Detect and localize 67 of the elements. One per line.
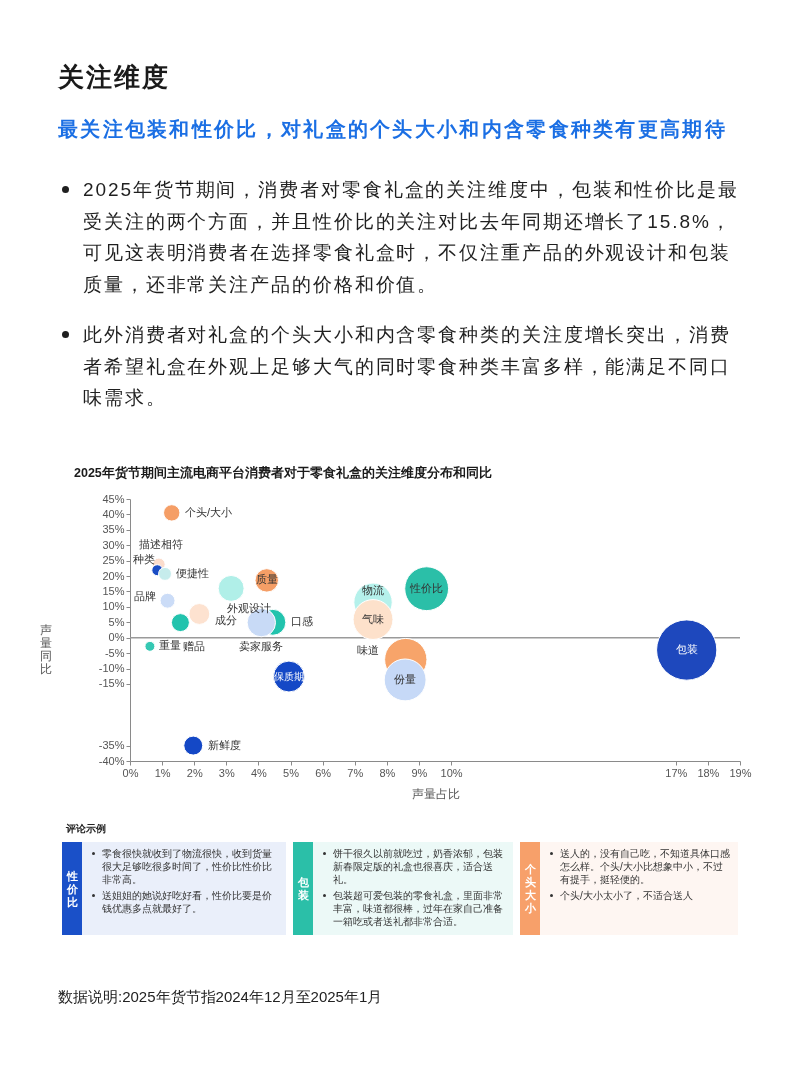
y-tick-label: 20% bbox=[102, 569, 125, 582]
series-label: 描述相符 bbox=[138, 538, 183, 551]
x-tick-label: 6% bbox=[315, 766, 332, 779]
series-label: 口感 bbox=[291, 615, 314, 628]
text: 关注维度 bbox=[58, 61, 170, 94]
series-label: 卖家服务 bbox=[239, 639, 284, 652]
x-tick-label: 0% bbox=[122, 766, 139, 779]
series-label: 保质期 bbox=[273, 670, 304, 682]
y-tick-label: 0% bbox=[108, 631, 125, 644]
y-tick-label: 35% bbox=[102, 523, 125, 536]
text: 2025年货节期间，消费者对零食礼盒的关注维度中，包装和性价比是最受关注的两个方面，并且性价比的关注对比去年同期还增长了15.8%，可见这表明消费者在选择零食礼盒时，不仅注重产品的外观设计和包装质量，还非常关注产品的价格和价值。 bbox=[83, 178, 740, 297]
series-label: 品牌 bbox=[134, 589, 157, 602]
x-axis-title: 声量占比 bbox=[411, 787, 460, 800]
x-tick-label: 1% bbox=[154, 766, 171, 779]
series-label: 包装 bbox=[675, 643, 698, 656]
text: 评论示例 bbox=[66, 822, 107, 836]
series-label: 成分 bbox=[215, 614, 238, 627]
x-tick-label: 10% bbox=[440, 766, 463, 779]
y-tick-label: 40% bbox=[102, 507, 125, 520]
text: 包装超可爱包装的零食礼盒，里面非常丰富，味道都很棒，过年在家自己准备一箱吃或者送礼都非常合适。 bbox=[333, 889, 504, 928]
y-tick-label: -10% bbox=[98, 662, 125, 675]
series-label: 气味 bbox=[362, 612, 385, 625]
y-tick-label: 15% bbox=[102, 584, 125, 597]
x-tick-label: 2% bbox=[186, 766, 203, 779]
text: 饼干很久以前就吃过，奶香浓郁，包装新春限定版的礼盒也很喜庆，适合送礼。 bbox=[333, 847, 504, 886]
series-label: 种类 bbox=[133, 553, 156, 566]
y-tick-label: -5% bbox=[104, 646, 125, 659]
series-label: 重量 bbox=[159, 639, 182, 652]
series-label: 物流 bbox=[362, 584, 385, 597]
series-label: 便捷性 bbox=[176, 566, 210, 579]
series-label: 新鲜度 bbox=[207, 738, 241, 751]
series-label: 赠品 bbox=[183, 639, 206, 652]
y-axis-title: 声量同比 bbox=[39, 623, 52, 675]
series-label: 个头/大小 bbox=[184, 505, 233, 518]
series-label: 性价比 bbox=[409, 581, 444, 594]
series-label: 外观设计 bbox=[226, 602, 271, 615]
y-tick-label: 45% bbox=[102, 492, 125, 505]
y-tick-label: -15% bbox=[98, 677, 125, 690]
y-tick-label: 10% bbox=[102, 600, 125, 613]
category-label: 包装 bbox=[296, 875, 310, 902]
x-tick-label: 7% bbox=[347, 766, 364, 779]
text: 送人的，没有自己吃，不知道具体口感怎么样。个头/大小比想象中小，不过有提手，挺轻便的。 bbox=[560, 847, 731, 886]
text: 零食很快就收到了物流很快，收到货量很大足够吃很多时间了，性价比性价比非常高。 bbox=[102, 847, 273, 886]
series-label: 味道 bbox=[356, 644, 379, 657]
text: 个头/大小太小了，不适合送人 bbox=[560, 889, 693, 902]
text: 送姐姐的她说好吃好看，性价比要是价钱优惠多点就最好了。 bbox=[102, 889, 273, 915]
text: 数据说明:2025年货节指2024年12月至2025年1月 bbox=[58, 988, 383, 1007]
x-tick-label: 8% bbox=[379, 766, 396, 779]
category-label: 个头大小 bbox=[523, 862, 537, 915]
y-tick-label: -35% bbox=[98, 739, 125, 752]
x-tick-label: 17% bbox=[665, 766, 688, 779]
y-tick-label: 30% bbox=[102, 538, 125, 551]
x-tick-label: 19% bbox=[729, 766, 752, 779]
x-tick-label: 18% bbox=[697, 766, 720, 779]
y-tick-label: 5% bbox=[108, 615, 125, 628]
text: 此外消费者对礼盒的个头大小和内含零食种类的关注度增长突出，消费者希望礼盒在外观上足够大气的同时零食种类丰富多样，能满足不同口味需求。 bbox=[83, 323, 732, 410]
chart-title: 2025年货节期间主流电商平台消费者对于零食礼盒的关注维度分布和同比 bbox=[74, 464, 492, 480]
text: 最关注包装和性价比，对礼盒的个头大小和内含零食种类有更高期待 bbox=[58, 117, 727, 142]
x-tick-label: 3% bbox=[218, 766, 235, 779]
series-label: 份量 bbox=[394, 672, 417, 685]
series-label: 质量 bbox=[255, 573, 278, 586]
x-tick-label: 9% bbox=[411, 766, 428, 779]
y-tick-label: 25% bbox=[102, 554, 125, 567]
category-label: 性价比 bbox=[65, 869, 79, 908]
x-tick-label: 5% bbox=[283, 766, 300, 779]
y-tick-label: -40% bbox=[98, 754, 125, 767]
x-tick-label: 4% bbox=[250, 766, 268, 779]
